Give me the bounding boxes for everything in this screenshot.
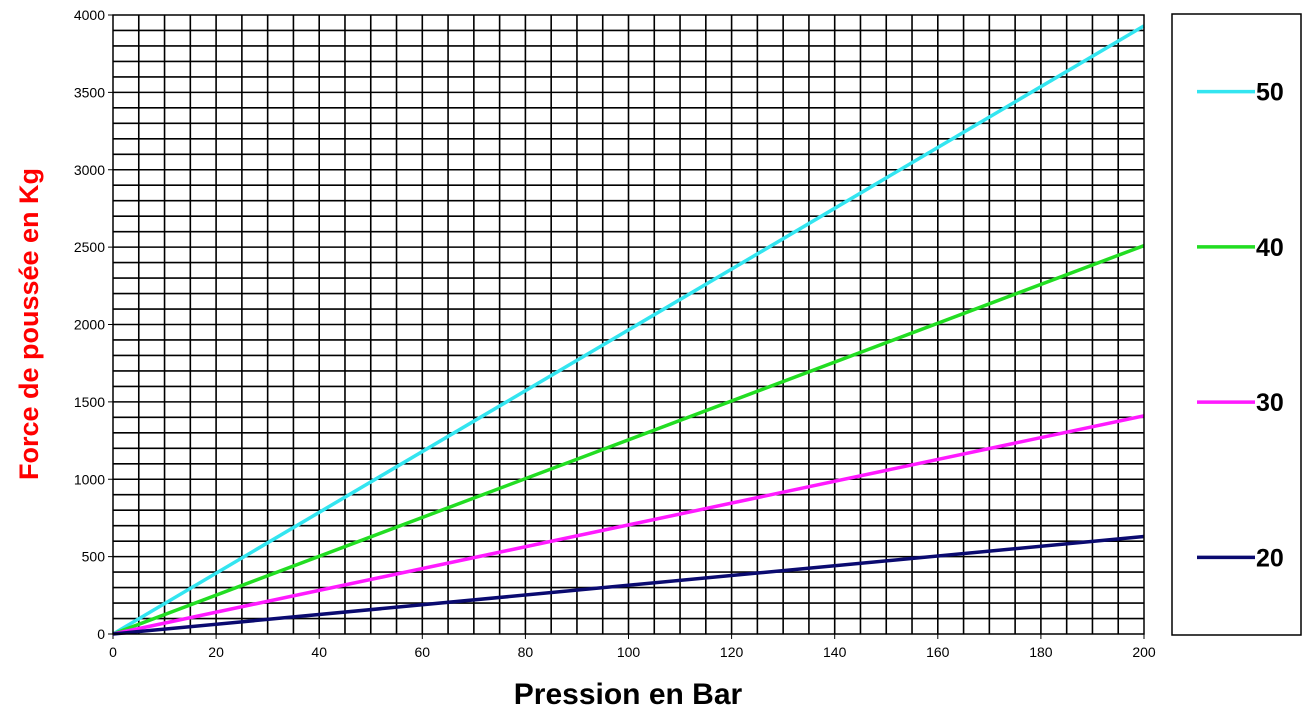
- plot-border: [112, 14, 1145, 635]
- y-tick-label: 2500: [74, 239, 105, 255]
- x-axis-title: Pression en Bar: [514, 678, 743, 711]
- x-tick-label: 0: [109, 644, 117, 660]
- y-tick-label: 2000: [74, 317, 105, 333]
- y-tick-label: 500: [82, 549, 106, 565]
- legend-label-50: 50: [1256, 79, 1284, 107]
- x-tick-label: 20: [208, 644, 224, 660]
- x-tick-label: 160: [926, 644, 950, 660]
- y-tick-label: 0: [97, 626, 105, 642]
- series-line-50: [112, 24, 1145, 636]
- series-line-30: [112, 414, 1145, 636]
- x-tick-label: 60: [415, 644, 431, 660]
- y-tick-label: 1500: [74, 394, 105, 410]
- y-tick-label: 4000: [74, 7, 105, 23]
- x-tick-label: 180: [1029, 644, 1053, 660]
- grid: [113, 15, 1144, 634]
- x-tick-label: 140: [823, 644, 847, 660]
- legend-box: [1171, 13, 1302, 636]
- series-lines: [112, 24, 1145, 636]
- y-tick-label: 1000: [74, 471, 105, 487]
- series-line-40: [112, 243, 1145, 636]
- legend: 50 40 30 20: [1171, 13, 1302, 636]
- y-tick-label: 3000: [74, 162, 105, 178]
- legend-label-20: 20: [1256, 544, 1284, 572]
- x-tick-label: 100: [617, 644, 641, 660]
- x-tick-label: 120: [720, 644, 744, 660]
- axis-ticks: 0 20 40 60 80 100 120 140 160 180 2000500100015002…: [74, 7, 1156, 660]
- x-tick-label: 200: [1132, 644, 1156, 660]
- y-axis-title: Force de poussée en Kg: [14, 168, 44, 480]
- legend-label-40: 40: [1256, 234, 1284, 262]
- x-tick-label: 40: [311, 644, 327, 660]
- x-tick-label: 80: [518, 644, 534, 660]
- series-line-20: [112, 534, 1145, 636]
- legend-label-30: 30: [1256, 389, 1284, 417]
- legend-items: 50 40 30 20: [1197, 79, 1284, 572]
- y-tick-label: 3500: [74, 84, 105, 100]
